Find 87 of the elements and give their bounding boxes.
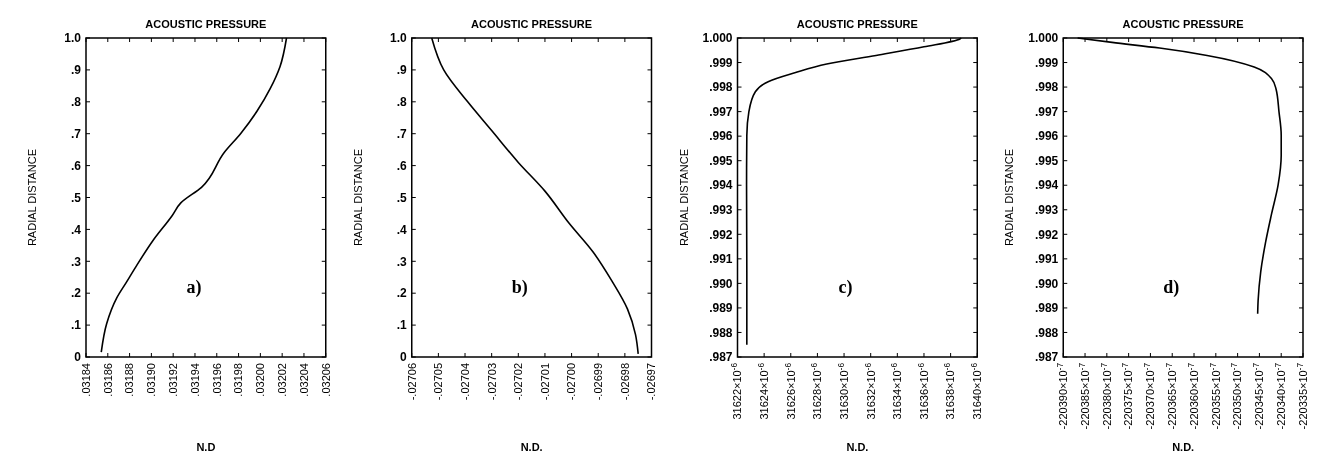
y-tick-label: .996 bbox=[1034, 129, 1059, 144]
x-tick-label: .03206 bbox=[319, 363, 332, 397]
y-tick-label: .1 bbox=[396, 318, 408, 333]
y-tick-label: .989 bbox=[1034, 301, 1059, 316]
x-tick-label: .03190 bbox=[145, 363, 158, 397]
y-tick-label: 0 bbox=[400, 350, 408, 365]
y-tick-label: 0 bbox=[74, 350, 82, 365]
y-tick-label: .2 bbox=[70, 286, 82, 301]
x-tick-label: .03184 bbox=[79, 363, 92, 397]
x-tick-label: .03194 bbox=[188, 363, 201, 397]
x-tick-label: -.02702 bbox=[512, 363, 525, 401]
annotation: d) bbox=[1163, 277, 1180, 299]
y-tick-label: .8 bbox=[70, 95, 82, 109]
x-tick-label: -.02705 bbox=[432, 363, 445, 401]
x-axis-title: N.D. bbox=[846, 441, 869, 453]
y-tick-label: .7 bbox=[396, 126, 408, 141]
y-tick-label: .991 bbox=[709, 252, 733, 267]
y-tick-label: .993 bbox=[709, 202, 733, 217]
y-tick-label: 1.0 bbox=[64, 31, 82, 46]
y-tick-label: .988 bbox=[1034, 325, 1059, 340]
y-tick-label: 1.0 bbox=[390, 31, 408, 46]
y-tick-label: .997 bbox=[709, 104, 733, 119]
y-tick-label: .987 bbox=[709, 350, 733, 365]
x-tick-label: -.02706 bbox=[405, 363, 418, 401]
y-tick-label: .993 bbox=[1034, 202, 1059, 217]
y-tick-label: .990 bbox=[1034, 276, 1059, 291]
y-tick-label: .7 bbox=[70, 126, 82, 141]
y-axis-title: RADIAL DISTANCE bbox=[1003, 148, 1016, 247]
y-tick-label: .998 bbox=[709, 80, 733, 95]
y-axis-title: RADIAL DISTANCE bbox=[26, 148, 38, 247]
annotation: a) bbox=[186, 277, 202, 299]
x-axis-title: N.D bbox=[196, 441, 216, 453]
y-tick-label: .2 bbox=[396, 286, 408, 301]
annotation: c) bbox=[838, 277, 853, 299]
x-tick-label: .03186 bbox=[101, 363, 114, 397]
y-tick-label: .9 bbox=[70, 63, 82, 78]
annotation: b) bbox=[511, 277, 528, 299]
x-tick-label: -.02700 bbox=[565, 363, 578, 401]
x-axis-title: N.D. bbox=[1172, 441, 1195, 453]
y-tick-label: 1.000 bbox=[702, 31, 733, 46]
y-tick-label: .989 bbox=[709, 301, 733, 316]
y-axis-title: RADIAL DISTANCE bbox=[351, 148, 364, 247]
y-tick-label: .9 bbox=[396, 63, 408, 78]
x-tick-label: .03188 bbox=[123, 363, 136, 397]
x-tick-label: -.02697 bbox=[645, 363, 658, 401]
x-tick-label: -.02701 bbox=[538, 363, 551, 401]
x-tick-label: -.02698 bbox=[618, 363, 631, 401]
y-tick-label: .998 bbox=[1034, 80, 1059, 95]
x-tick-label: .03202 bbox=[276, 363, 289, 397]
x-tick-label: .03198 bbox=[232, 363, 245, 397]
x-tick-label: -.02704 bbox=[458, 363, 471, 401]
y-tick-label: .991 bbox=[1034, 252, 1059, 267]
y-tick-label: .3 bbox=[396, 254, 408, 269]
y-tick-label: .4 bbox=[396, 222, 408, 237]
chart-title: ACOUSTIC PRESSURE bbox=[145, 18, 267, 30]
chart-title: ACOUSTIC PRESSURE bbox=[796, 18, 918, 30]
y-tick-label: .996 bbox=[709, 129, 733, 144]
y-axis-title: RADIAL DISTANCE bbox=[677, 148, 690, 247]
y-tick-label: .5 bbox=[396, 190, 408, 205]
x-tick-label: .03196 bbox=[210, 363, 223, 397]
y-tick-label: 1.000 bbox=[1028, 31, 1059, 46]
y-tick-label: .5 bbox=[70, 190, 82, 205]
x-tick-label: .03192 bbox=[167, 363, 180, 397]
x-tick-label: -.02703 bbox=[485, 363, 498, 401]
y-tick-label: .995 bbox=[709, 153, 733, 168]
y-tick-label: .8 bbox=[396, 95, 408, 109]
y-tick-label: .995 bbox=[1034, 153, 1059, 168]
chart-title: ACOUSTIC PRESSURE bbox=[471, 18, 593, 30]
x-axis-title: N.D. bbox=[520, 441, 543, 453]
y-tick-label: .997 bbox=[1034, 104, 1059, 119]
x-tick-label: .03200 bbox=[254, 363, 267, 397]
y-tick-label: .994 bbox=[1034, 178, 1059, 193]
y-tick-label: .999 bbox=[1034, 55, 1059, 70]
y-tick-label: .992 bbox=[1034, 227, 1059, 242]
y-tick-label: .6 bbox=[70, 158, 82, 173]
y-tick-label: .3 bbox=[70, 254, 82, 269]
x-tick-label: -.02699 bbox=[592, 363, 605, 401]
y-tick-label: .1 bbox=[70, 318, 82, 333]
y-tick-label: .6 bbox=[396, 158, 408, 173]
chart-title: ACOUSTIC PRESSURE bbox=[1122, 18, 1244, 30]
y-tick-label: .999 bbox=[709, 55, 733, 70]
y-tick-label: .992 bbox=[709, 227, 733, 242]
x-tick-label: .03204 bbox=[297, 363, 310, 397]
y-tick-label: .990 bbox=[709, 276, 733, 291]
y-tick-label: .988 bbox=[709, 325, 733, 340]
y-tick-label: .994 bbox=[709, 178, 733, 193]
y-tick-label: .4 bbox=[70, 222, 82, 237]
